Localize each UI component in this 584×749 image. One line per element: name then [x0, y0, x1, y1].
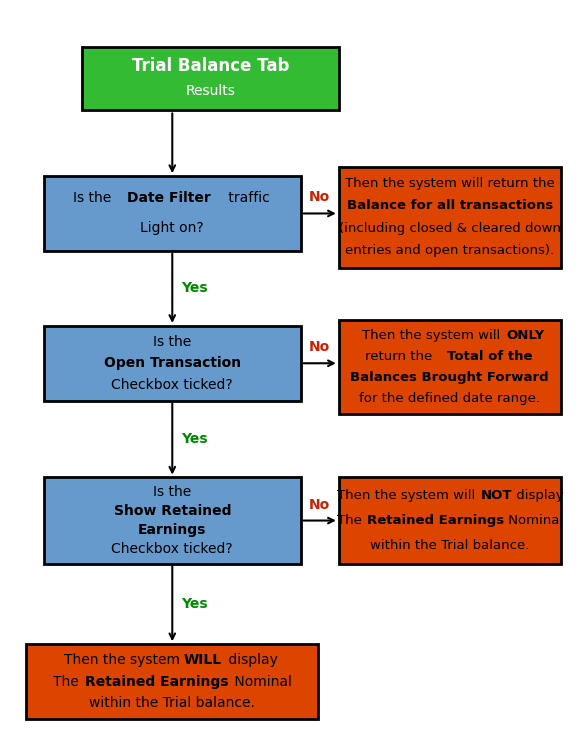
Text: Nominal: Nominal: [504, 514, 564, 527]
Text: No: No: [309, 497, 331, 512]
FancyBboxPatch shape: [44, 176, 301, 251]
FancyBboxPatch shape: [44, 478, 301, 563]
Text: Yes: Yes: [181, 597, 208, 611]
Text: Then the system will: Then the system will: [362, 330, 505, 342]
Text: for the defined date range.: for the defined date range.: [359, 392, 540, 404]
FancyBboxPatch shape: [82, 46, 339, 110]
Text: No: No: [309, 190, 331, 204]
Text: Then the system: Then the system: [64, 653, 185, 667]
Text: Is the: Is the: [153, 335, 192, 349]
Text: ONLY: ONLY: [507, 330, 545, 342]
Text: Results: Results: [185, 85, 235, 98]
Text: Is the: Is the: [153, 485, 192, 499]
Text: Is the: Is the: [73, 192, 116, 205]
Text: No: No: [309, 340, 331, 354]
Text: within the Trial balance.: within the Trial balance.: [89, 696, 255, 710]
FancyBboxPatch shape: [44, 326, 301, 401]
Text: Retained Earnings: Retained Earnings: [367, 514, 504, 527]
Text: Retained Earnings: Retained Earnings: [85, 675, 229, 688]
Text: Date Filter: Date Filter: [127, 192, 210, 205]
FancyBboxPatch shape: [339, 478, 561, 563]
Text: The: The: [336, 514, 366, 527]
Text: Yes: Yes: [181, 432, 208, 446]
Text: NOT: NOT: [481, 489, 513, 503]
Text: Light on?: Light on?: [141, 222, 204, 235]
Text: entries and open transactions).: entries and open transactions).: [345, 244, 554, 258]
Text: (including closed & cleared down: (including closed & cleared down: [339, 222, 561, 235]
Text: Balances Brought Forward: Balances Brought Forward: [350, 371, 549, 384]
Text: Open Transaction: Open Transaction: [104, 357, 241, 370]
Text: Then the system will: Then the system will: [337, 489, 479, 503]
Text: Balance for all transactions: Balance for all transactions: [346, 199, 553, 213]
Text: display: display: [512, 489, 564, 503]
Text: return the: return the: [365, 350, 436, 363]
Text: Total of the: Total of the: [447, 350, 533, 363]
Text: Trial Balance Tab: Trial Balance Tab: [131, 57, 289, 75]
Text: Earnings: Earnings: [138, 523, 207, 537]
Text: WILL: WILL: [184, 653, 222, 667]
Text: Yes: Yes: [181, 282, 208, 295]
Text: display: display: [224, 653, 277, 667]
Text: The: The: [54, 675, 84, 688]
Text: Show Retained: Show Retained: [113, 504, 231, 518]
FancyBboxPatch shape: [26, 644, 318, 719]
Text: Checkbox ticked?: Checkbox ticked?: [112, 542, 233, 557]
FancyBboxPatch shape: [339, 321, 561, 413]
Text: Then the system will return the: Then the system will return the: [345, 177, 555, 190]
Text: Nominal: Nominal: [230, 675, 291, 688]
Text: traffic: traffic: [224, 192, 269, 205]
Text: within the Trial balance.: within the Trial balance.: [370, 539, 529, 552]
Text: Checkbox ticked?: Checkbox ticked?: [112, 377, 233, 392]
FancyBboxPatch shape: [339, 167, 561, 268]
